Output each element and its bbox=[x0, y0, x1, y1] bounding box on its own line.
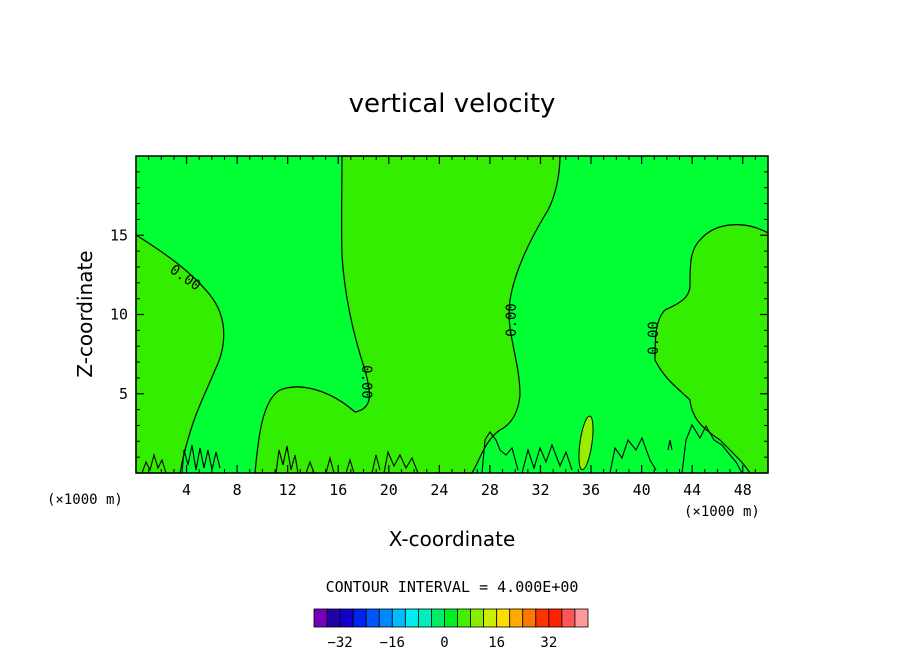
x-tick-label: 28 bbox=[481, 481, 499, 499]
negative-region-left bbox=[135, 233, 225, 474]
y-axis-title: Z-coordinate bbox=[73, 250, 97, 377]
contour-line-low-5 bbox=[325, 454, 381, 474]
colorbar-tick-label: 16 bbox=[488, 635, 505, 651]
colorbar-swatch bbox=[483, 608, 498, 628]
x-tick-label: 20 bbox=[380, 481, 398, 499]
colorbar-tick-label: −32 bbox=[327, 635, 352, 651]
x-tick-label: 40 bbox=[633, 481, 651, 499]
colorbar-swatch bbox=[496, 608, 511, 628]
colorbar-swatch bbox=[378, 608, 393, 628]
colorbar-swatch bbox=[313, 608, 328, 628]
y-tick-label: 15 bbox=[110, 226, 128, 244]
colorbar-swatch bbox=[457, 608, 471, 628]
colorbar-swatch bbox=[574, 608, 589, 628]
y-tick-label: 10 bbox=[110, 306, 128, 324]
colorbar-swatch bbox=[365, 608, 380, 628]
contour-line-low-11 bbox=[681, 423, 743, 474]
colorbar-swatch bbox=[548, 608, 563, 628]
negative-region-right bbox=[654, 224, 769, 474]
colorbar-swatch bbox=[431, 608, 445, 628]
positive-region-blob bbox=[578, 415, 594, 471]
plot-area: 0.000.000.000.00 bbox=[135, 155, 769, 474]
y-axis: 5 10 15 bbox=[110, 171, 768, 458]
contour-line-low-6 bbox=[383, 450, 419, 474]
colorbar-swatch bbox=[339, 608, 354, 628]
x-tick-label: 44 bbox=[683, 481, 701, 499]
x-unit-label-right: (×1000 m) bbox=[684, 504, 760, 520]
contour-line-low-8 bbox=[521, 443, 573, 474]
colorbar-tick-label: 32 bbox=[540, 635, 557, 651]
contour-interval-label: CONTOUR INTERVAL = 4.000E+00 bbox=[326, 578, 579, 596]
colorbar-tick-label: 0 bbox=[440, 635, 448, 651]
colorbar-swatch bbox=[404, 608, 419, 628]
colorbar-swatch bbox=[470, 608, 485, 628]
contour-line-low-7 bbox=[481, 431, 519, 474]
negative-region-center bbox=[254, 155, 561, 474]
colorbar-swatch bbox=[391, 608, 406, 628]
colorbar-swatch bbox=[509, 608, 524, 628]
x-unit-label-left: (×1000 m) bbox=[47, 492, 123, 508]
x-tick-label: 24 bbox=[430, 481, 448, 499]
colorbar-swatch bbox=[326, 608, 341, 628]
contour-line-low-3 bbox=[275, 445, 299, 474]
x-tick-label: 32 bbox=[531, 481, 549, 499]
colorbar-swatch bbox=[352, 608, 367, 628]
chart-title: vertical velocity bbox=[349, 89, 556, 119]
x-tick-label: 16 bbox=[329, 481, 347, 499]
contour-label-2: 0.00 bbox=[358, 365, 374, 399]
colorbar: −32 −16 0 16 32 bbox=[313, 608, 589, 651]
x-tick-label: 48 bbox=[734, 481, 752, 499]
colorbar-swatch bbox=[561, 608, 576, 628]
x-tick-label: 12 bbox=[279, 481, 297, 499]
x-axis: 4 8 12 16 20 24 28 32 36 40 44 48 bbox=[148, 156, 756, 499]
x-tick-label: 4 bbox=[182, 481, 191, 499]
colorbar-swatch bbox=[535, 608, 550, 628]
contour-line-low-1 bbox=[141, 453, 167, 474]
colorbar-tick-label: −16 bbox=[380, 635, 405, 651]
x-tick-label: 36 bbox=[582, 481, 600, 499]
colorbar-swatch bbox=[522, 608, 537, 628]
contour-line-low-2 bbox=[181, 444, 221, 474]
contour-line-low-10 bbox=[667, 439, 673, 451]
contour-label-4: 0.00 bbox=[646, 321, 662, 355]
colorbar-swatch bbox=[417, 608, 432, 628]
x-tick-label: 8 bbox=[233, 481, 242, 499]
y-tick-label: 5 bbox=[119, 385, 128, 403]
colorbar-swatch bbox=[444, 608, 458, 628]
contour-line-low-9 bbox=[609, 436, 657, 474]
contour-label-3: 0.00 bbox=[504, 303, 520, 337]
x-axis-title: X-coordinate bbox=[389, 527, 516, 551]
